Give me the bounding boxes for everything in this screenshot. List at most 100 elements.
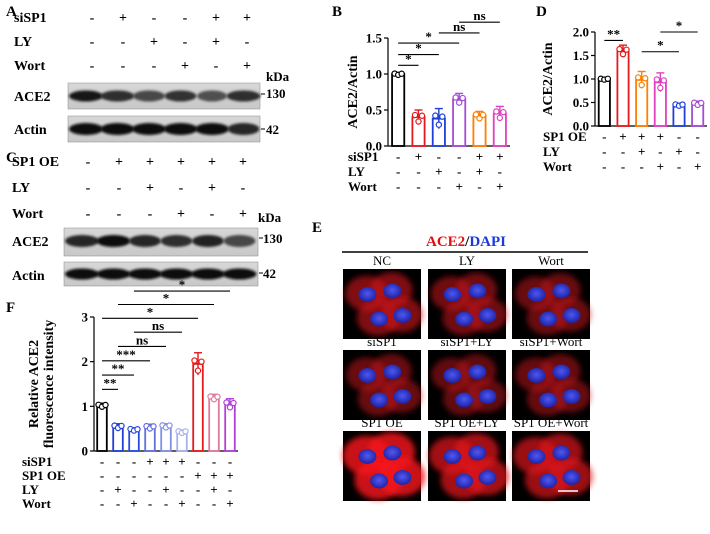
dapi-nucleus	[443, 287, 462, 302]
panel-d-condition-sign: -	[695, 144, 699, 159]
panel-a-actin-band	[163, 123, 198, 135]
panel-d-condition-sign: -	[602, 129, 606, 144]
panel-f-condition-sign: -	[132, 454, 136, 469]
panel-f-condition-sign: -	[132, 482, 136, 497]
dapi-nucleus	[527, 368, 546, 383]
panel-f-condition-label: siSP1	[22, 454, 52, 469]
panel-b-y-label: ACE2/Actin	[346, 55, 361, 128]
panel-c-ace2-band	[223, 235, 256, 247]
panel-c-sign: +	[177, 207, 185, 222]
panel-f-y-label-line1: Relative ACE2	[27, 340, 42, 428]
panel-c: C SP1 OE - + + + + + LY - - + - + - Wort - - - + - + kDa ACE…	[6, 150, 283, 287]
panel-f-sig-label: *	[163, 290, 170, 305]
panel-f-bar	[96, 404, 108, 452]
panel-d-condition-sign: +	[619, 129, 626, 144]
micrograph-sp1-oe-ly: SP1 OE+LY	[428, 415, 509, 501]
dapi-nucleus	[478, 389, 497, 404]
panel-b-bar	[391, 73, 406, 147]
panel-d-data-point	[604, 75, 612, 83]
dapi-nucleus	[478, 470, 497, 485]
panel-d-letter: D	[536, 4, 547, 20]
panel-f-condition-sign: +	[210, 468, 217, 483]
panel-a-sign: +	[150, 35, 158, 50]
panel-a-sign: -	[183, 35, 188, 50]
panel-f-tick-label: 2	[82, 354, 89, 369]
panel-a-sign: -	[90, 59, 95, 74]
panel-e-image-grid: NC LY Wort siSP1 siSP1+LY siSP1+Wort SP1 OE SP1…	[342, 253, 593, 501]
panel-f-tick-label: 0	[82, 444, 89, 459]
panel-f-condition-sign: -	[212, 496, 216, 511]
dapi-nucleus	[393, 308, 412, 323]
panel-c-row-label: LY	[12, 181, 30, 196]
micrograph-label: Wort	[538, 253, 564, 268]
panel-f-condition-sign: -	[100, 482, 104, 497]
dapi-nucleus	[552, 445, 571, 461]
panel-f-data-point	[134, 426, 141, 433]
panel-f-condition-sign: -	[100, 454, 104, 469]
micrograph-label: SP1 OE+LY	[435, 415, 501, 430]
panel-f-condition-sign: -	[148, 468, 152, 483]
dapi-nucleus	[539, 392, 558, 408]
panel-d-condition-label: LY	[543, 144, 560, 159]
panel-c-actin-band	[222, 268, 257, 280]
panel-c-actin-label: Actin	[12, 269, 45, 284]
dapi-nucleus	[455, 473, 474, 489]
panel-d-condition-sign: -	[621, 144, 625, 159]
dapi-nucleus	[393, 389, 412, 404]
panel-d-y-label: ACE2/Actin	[541, 42, 556, 115]
panel-c-actin-bands	[65, 268, 257, 280]
panel-a-kda-title: kDa	[266, 69, 290, 84]
panel-d-data-point	[623, 46, 630, 53]
panel-f-condition-sign: -	[100, 468, 104, 483]
panel-a-sign: -	[214, 59, 219, 74]
panel-b-condition-sign: -	[437, 179, 441, 194]
dapi-nucleus	[527, 287, 546, 302]
panel-c-ace2-band	[65, 235, 99, 247]
panel-b-data-point	[493, 108, 500, 115]
dapi-nucleus	[468, 364, 487, 380]
panel-d-condition-sign: -	[621, 159, 625, 174]
panel-f-sig-label: **	[104, 375, 117, 390]
panel-a-ace2-band	[164, 90, 197, 102]
panel-f-condition-sign: -	[196, 454, 200, 469]
panel-c-sign: -	[86, 207, 91, 222]
panel-f-data-point	[118, 422, 125, 430]
panel-f-sig-label: *	[179, 277, 186, 292]
panel-b-letter: B	[332, 4, 342, 20]
micrograph-label: siSP1	[367, 334, 397, 349]
panel-d-tick-label: 1.0	[573, 72, 589, 87]
panel-a-actin-band	[100, 123, 135, 135]
panel-c-letter: C	[6, 150, 17, 166]
panel-f-data-point	[191, 357, 198, 364]
panel-f-condition-label: SP1 OE	[22, 468, 66, 483]
dapi-nucleus	[552, 283, 571, 299]
panel-d-condition-sign: -	[695, 129, 699, 144]
micrograph-label: siSP1+LY	[441, 334, 495, 349]
panel-c-sign: +	[146, 155, 154, 170]
panel-b-data-point	[432, 112, 439, 119]
panel-d-data-point	[641, 75, 649, 82]
panel-d-data-point	[657, 84, 664, 92]
panel-b-bar	[452, 98, 467, 147]
panel-d-condition-sign: -	[639, 159, 643, 174]
panel-d-condition-sign: +	[638, 144, 645, 159]
panel-f-condition-sign: -	[180, 468, 184, 483]
panel-f-condition-sign: -	[116, 454, 120, 469]
panel-d-data-point	[634, 74, 642, 81]
panel-c-sign: +	[208, 155, 216, 170]
panel-d-data-point	[697, 99, 705, 107]
panel-a-row-label: Wort	[14, 59, 45, 74]
panel-b-sig-label: *	[425, 29, 432, 44]
panel-d-condition-sign: -	[677, 129, 681, 144]
panel-f-sig-label: ns	[152, 318, 164, 333]
panel-c-sign: +	[208, 181, 216, 196]
panel-b-condition-sign: -	[416, 179, 420, 194]
panel-f-condition-sign: -	[196, 496, 200, 511]
panel-d-condition-sign: +	[694, 159, 701, 174]
panel-d-data-point	[653, 76, 661, 83]
panel-b-condition-sign: +	[435, 164, 442, 179]
panel-b-data-point	[472, 111, 480, 118]
panel-a-sign: +	[212, 35, 220, 50]
panel-f-condition-sign: -	[228, 482, 232, 497]
panel-f-condition-sign: +	[226, 468, 233, 483]
